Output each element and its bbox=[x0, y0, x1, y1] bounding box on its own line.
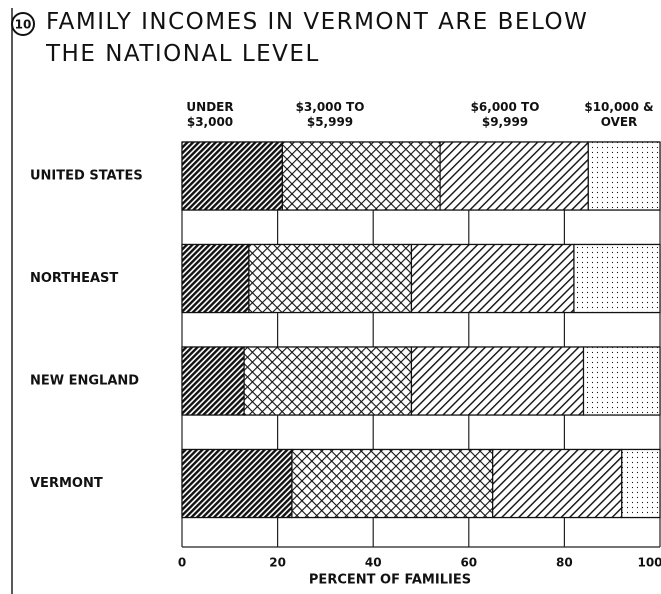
legend-label: UNDER $3,000 bbox=[186, 100, 234, 129]
bar-segment bbox=[243, 346, 413, 416]
legend-label: $3,000 TO $5,999 bbox=[295, 100, 365, 129]
bar-segment bbox=[281, 141, 441, 211]
bar-segment bbox=[181, 346, 245, 416]
bar-segment bbox=[582, 346, 661, 416]
x-tick-label: 0 bbox=[178, 556, 186, 570]
bar-segment bbox=[439, 141, 589, 211]
bar-segment bbox=[181, 141, 283, 211]
x-tick-label: 100 bbox=[637, 556, 661, 570]
legend-label: $10,000 & OVER bbox=[584, 100, 654, 129]
bar-segment bbox=[492, 448, 623, 519]
chart-title: FAMILY INCOMES IN VERMONT ARE BELOW THE … bbox=[46, 9, 589, 67]
bar-segment bbox=[248, 243, 413, 314]
bar-segment bbox=[587, 141, 661, 211]
bar-segment bbox=[181, 448, 293, 519]
bar-segment bbox=[410, 346, 585, 416]
bar-segment bbox=[410, 243, 575, 314]
x-tick-label: 20 bbox=[269, 556, 286, 570]
category-label: NEW ENGLAND bbox=[30, 374, 139, 389]
category-label: NORTHEAST bbox=[30, 271, 118, 286]
legend-label: $6,000 TO $9,999 bbox=[470, 100, 540, 129]
bar-segment bbox=[573, 243, 661, 314]
bar-segment bbox=[291, 448, 494, 519]
category-label: UNITED STATES bbox=[30, 169, 143, 184]
bar-segment bbox=[181, 243, 250, 314]
category-label: VERMONT bbox=[30, 476, 103, 491]
x-axis-label: PERCENT OF FAMILIES bbox=[309, 573, 471, 588]
x-tick-label: 80 bbox=[556, 556, 573, 570]
figure-number: 10 bbox=[15, 18, 32, 32]
title-box: FAMILY INCOMES IN VERMONT ARE BELOW THE … bbox=[46, 9, 589, 67]
bar-segment bbox=[621, 448, 661, 519]
figure-badge bbox=[11, 12, 35, 36]
x-tick-label: 40 bbox=[365, 556, 382, 570]
x-tick-label: 60 bbox=[460, 556, 477, 570]
